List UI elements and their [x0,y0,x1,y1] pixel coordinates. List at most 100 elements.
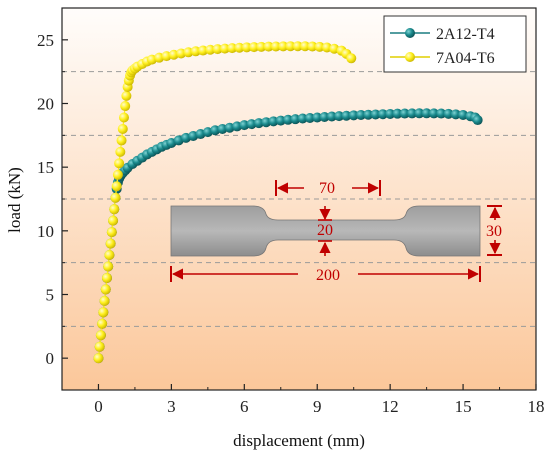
data-point [407,108,418,119]
legend-label-7a04: 7A04-T6 [436,50,495,67]
data-point [421,108,432,119]
data-point [234,42,245,53]
data-point [275,115,286,126]
data-point [121,90,132,101]
data-point [241,42,252,53]
x-ticks: 0 3 6 9 12 15 18 [61,384,545,416]
data-point [109,204,120,215]
data-point [190,46,201,57]
x-tick-label: 18 [528,397,545,416]
gridlines [62,71,536,327]
data-point [341,110,352,121]
x-tick-label: 6 [240,397,249,416]
data-point [118,112,129,123]
data-point [363,109,374,120]
y-tick-label: 25 [37,31,54,50]
data-point [436,108,447,119]
y-tick-label: 5 [46,286,55,305]
data-point [334,111,345,122]
data-point [116,135,127,146]
data-point [348,110,359,121]
data-point [355,109,366,120]
data-point [106,227,117,238]
data-point [93,353,104,364]
data-point [385,108,396,119]
x-tick-label: 15 [455,397,472,416]
data-point [227,43,238,54]
data-point [300,41,311,52]
data-point [261,117,272,128]
legend-box [383,15,527,73]
data-point [246,119,257,130]
specimen-image [170,205,481,257]
y-tick-label: 10 [37,222,54,241]
x-tick-label: 0 [94,397,103,416]
data-point [112,169,123,180]
data-point [443,108,454,119]
dim-20-label: 20 [317,222,333,239]
data-point [97,318,108,329]
data-point [263,41,274,52]
data-point [239,120,250,131]
data-point [314,41,325,52]
data-point [304,113,315,124]
data-point [428,108,439,119]
dim-200-label: 200 [316,267,340,284]
data-point [110,192,121,203]
specimen-inset: 70 20 30 200 [170,180,502,284]
data-point [114,158,125,169]
data-point [270,41,281,52]
data-point [253,118,264,129]
data-point [120,101,131,112]
data-point [346,53,357,64]
data-point [95,330,106,341]
data-point [94,341,105,352]
legend-marker-2a12 [405,28,415,38]
data-point [283,114,294,125]
y-tick-label: 15 [37,158,54,177]
data-point [98,307,109,318]
y-axis-title: load (kN) [5,167,24,233]
series-layer [93,41,483,364]
data-point [101,272,112,283]
data-point [414,108,425,119]
data-point [205,44,216,55]
data-point [104,250,115,261]
data-point [117,123,128,134]
data-point [268,116,279,127]
y-tick-label: 0 [46,349,55,368]
legend-marker-7a04 [405,52,415,62]
data-point [392,108,403,119]
data-point [319,111,330,122]
x-axis-title: displacement (mm) [233,431,365,450]
data-point [297,113,308,124]
data-point [105,238,116,249]
series-7A04-T6 [93,41,357,364]
data-point [292,41,303,52]
data-point [278,41,289,52]
data-point [285,41,296,52]
data-point [256,41,267,52]
data-point [111,181,122,192]
data-point [326,111,337,122]
y-tick-label: 20 [37,95,54,114]
data-point [100,284,111,295]
data-point [115,146,126,157]
data-point [370,109,381,120]
data-point [307,41,318,52]
legend: 2A12-T4 7A04-T6 [383,15,527,73]
data-point [377,109,388,120]
y-ticks: 0 5 10 15 20 25 [37,31,68,368]
data-point [99,295,110,306]
data-point [312,112,323,123]
data-point [108,215,119,226]
data-point [450,109,461,120]
data-point [290,114,301,125]
data-point [197,45,208,56]
dim-70-label: 70 [319,180,335,197]
data-point [399,108,410,119]
legend-label-2a12: 2A12-T4 [436,26,495,43]
x-tick-label: 3 [167,397,176,416]
data-point [183,47,194,58]
